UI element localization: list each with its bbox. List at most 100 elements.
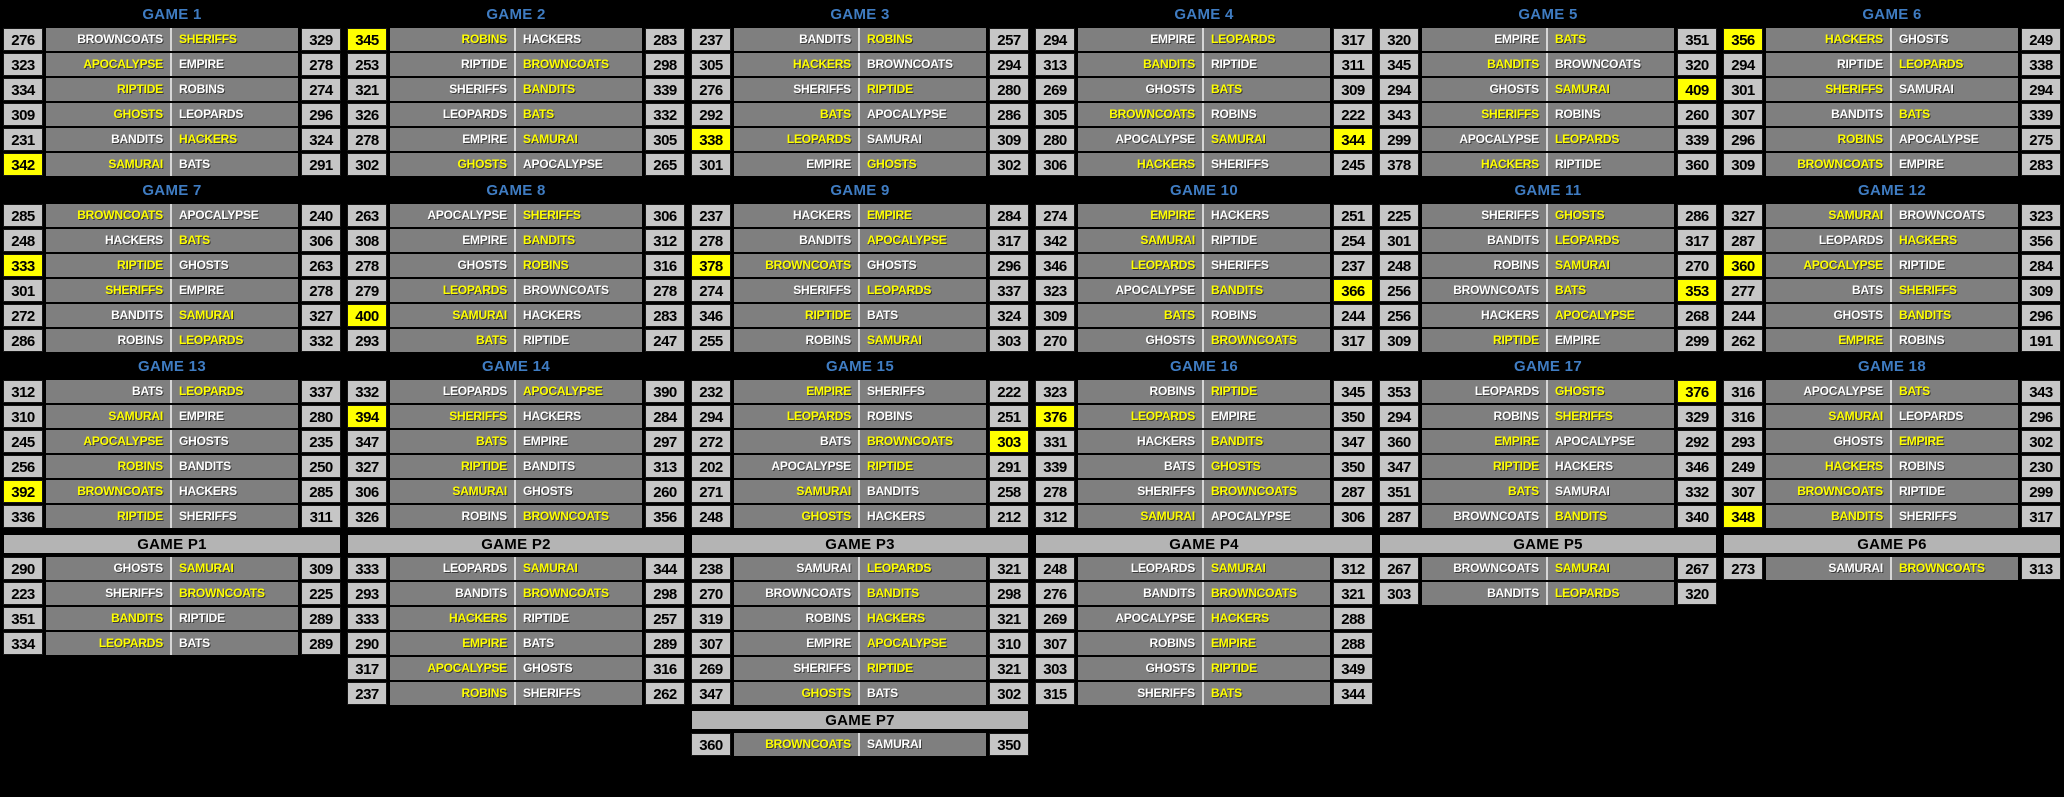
matchup-row: 347 GHOSTS BATS 302 — [691, 682, 1029, 705]
team-name-right: LEOPARDS — [860, 557, 986, 580]
right-score: 323 — [2021, 204, 2061, 227]
team-name-left: ROBINS — [734, 607, 860, 630]
teams-pair: EMPIRE LEOPARDS — [1078, 28, 1330, 51]
team-name-left: LEOPARDS — [390, 380, 516, 403]
team-name-left: EMPIRE — [390, 128, 516, 151]
left-score: 332 — [347, 380, 387, 403]
right-score: 311 — [1333, 53, 1373, 76]
matchup-row: 347 RIPTIDE HACKERS 346 — [1379, 455, 1717, 478]
teams-pair: ROBINS APOCALYPSE — [1766, 128, 2018, 151]
right-score: 284 — [989, 204, 1029, 227]
team-name-right: EMPIRE — [1548, 329, 1674, 352]
left-score: 294 — [691, 405, 731, 428]
left-score: 342 — [3, 153, 43, 176]
team-name-left: GHOSTS — [46, 103, 172, 126]
teams-pair: ROBINS RIPTIDE — [1078, 380, 1330, 403]
left-score: 308 — [347, 229, 387, 252]
right-score: 312 — [1333, 557, 1373, 580]
matchup-row: 333 RIPTIDE GHOSTS 263 — [3, 254, 341, 277]
teams-pair: GHOSTS SAMURAI — [1422, 78, 1674, 101]
team-name-left: ROBINS — [1078, 380, 1204, 403]
team-name-left: ROBINS — [1422, 254, 1548, 277]
team-name-left: SAMURAI — [390, 304, 516, 327]
team-name-right: EMPIRE — [860, 204, 986, 227]
matchup-row: 237 BANDITS ROBINS 257 — [691, 28, 1029, 51]
matchup-row: 321 SHERIFFS BANDITS 339 — [347, 78, 685, 101]
left-score: 307 — [1723, 480, 1763, 503]
team-name-right: APOCALYPSE — [1892, 128, 2018, 151]
matchup-row: 272 BATS BROWNCOATS 303 — [691, 430, 1029, 453]
right-score: 332 — [301, 329, 341, 352]
team-name-left: LEOPARDS — [390, 103, 516, 126]
right-score: 284 — [2021, 254, 2061, 277]
right-score: 321 — [989, 557, 1029, 580]
team-name-right: LEOPARDS — [1892, 405, 2018, 428]
matchup-row: 334 LEOPARDS BATS 289 — [3, 632, 341, 655]
team-name-left: BANDITS — [46, 304, 172, 327]
teams-pair: BANDITS SHERIFFS — [1766, 505, 2018, 528]
game-block: GAME 18 316 APOCALYPSE BATS 343 316 SAMURAI LEO… — [1720, 358, 2064, 534]
left-score: 333 — [347, 607, 387, 630]
team-name-left: BATS — [1078, 304, 1204, 327]
right-score: 317 — [1333, 329, 1373, 352]
right-score: 390 — [645, 380, 685, 403]
matchup-row: 326 ROBINS BROWNCOATS 356 — [347, 505, 685, 528]
team-name-right: BATS — [172, 229, 298, 252]
matchup-row: 301 SHERIFFS SAMURAI 294 — [1723, 78, 2061, 101]
game-block: GAME 17 353 LEOPARDS GHOSTS 376 294 ROBINS SHER… — [1376, 358, 1720, 534]
left-score: 309 — [1379, 329, 1419, 352]
right-score: 268 — [1677, 304, 1717, 327]
right-score: 347 — [1333, 430, 1373, 453]
team-name-right: BANDITS — [1892, 304, 2018, 327]
matchup-row: 306 HACKERS SHERIFFS 245 — [1035, 153, 1373, 176]
left-score: 342 — [1035, 229, 1075, 252]
left-score: 360 — [1379, 430, 1419, 453]
teams-pair: BROWNCOATS GHOSTS — [734, 254, 986, 277]
right-score: 296 — [2021, 304, 2061, 327]
team-name-left: SAMURAI — [734, 557, 860, 580]
team-name-right: SAMURAI — [860, 329, 986, 352]
matchup-row: 287 BROWNCOATS BANDITS 340 — [1379, 505, 1717, 528]
teams-pair: HACKERS RIPTIDE — [390, 607, 642, 630]
team-name-right: GHOSTS — [172, 254, 298, 277]
left-score: 303 — [1379, 582, 1419, 605]
team-name-right: SAMURAI — [1548, 78, 1674, 101]
matchup-row: 269 APOCALYPSE HACKERS 288 — [1035, 607, 1373, 630]
matchup-row: 351 BATS SAMURAI 332 — [1379, 480, 1717, 503]
left-score: 237 — [691, 204, 731, 227]
teams-pair: APOCALYPSE SHERIFFS — [390, 204, 642, 227]
team-name-right: SAMURAI — [1548, 254, 1674, 277]
team-name-right: BANDITS — [1204, 430, 1330, 453]
team-name-right: HACKERS — [516, 28, 642, 51]
right-score: 302 — [2021, 430, 2061, 453]
left-score: 290 — [3, 557, 43, 580]
team-name-right: BROWNCOATS — [1892, 557, 2018, 580]
left-score: 294 — [1379, 405, 1419, 428]
team-name-left: SHERIFFS — [46, 279, 172, 302]
left-score: 378 — [1379, 153, 1419, 176]
matchup-row: 305 BROWNCOATS ROBINS 222 — [1035, 103, 1373, 126]
matchup-row: 376 LEOPARDS EMPIRE 350 — [1035, 405, 1373, 428]
team-name-left: ROBINS — [1766, 128, 1892, 151]
left-score: 272 — [691, 430, 731, 453]
team-name-right: EMPIRE — [172, 405, 298, 428]
left-score: 274 — [1035, 204, 1075, 227]
matchup-row: 308 EMPIRE BANDITS 312 — [347, 229, 685, 252]
matchup-row: 293 BANDITS BROWNCOATS 298 — [347, 582, 685, 605]
team-name-left: LEOPARDS — [390, 557, 516, 580]
left-score: 346 — [1035, 254, 1075, 277]
left-score: 317 — [347, 657, 387, 680]
left-score: 307 — [1723, 103, 1763, 126]
team-name-right: RIPTIDE — [516, 329, 642, 352]
matchup-row: 310 SAMURAI EMPIRE 280 — [3, 405, 341, 428]
left-score: 347 — [347, 430, 387, 453]
team-name-left: BANDITS — [1422, 229, 1548, 252]
right-score: 288 — [1333, 607, 1373, 630]
right-score: 244 — [1333, 304, 1373, 327]
right-score: 296 — [301, 103, 341, 126]
matchup-row: 299 APOCALYPSE LEOPARDS 339 — [1379, 128, 1717, 151]
left-score: 400 — [347, 304, 387, 327]
team-name-right: ROBINS — [172, 78, 298, 101]
team-name-right: HACKERS — [516, 304, 642, 327]
teams-pair: SAMURAI GHOSTS — [390, 480, 642, 503]
